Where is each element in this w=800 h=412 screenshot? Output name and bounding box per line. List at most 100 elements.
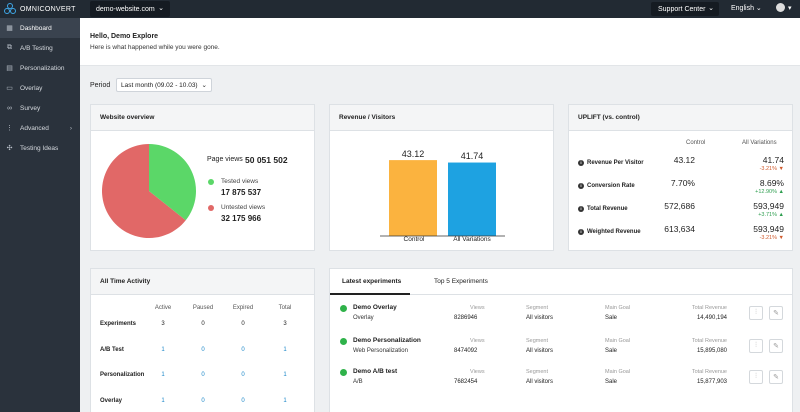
pie-slice-untested (102, 144, 186, 238)
row-label: Overlay (100, 398, 123, 404)
uplift-card: UPLIFT (vs. control) Control All Variati… (568, 104, 793, 251)
tab-latest-experiments[interactable]: Latest experiments (342, 278, 402, 285)
language-label: English (731, 5, 754, 12)
uplift-variations-value: 8.69% (759, 178, 784, 188)
edit-icon[interactable]: ✎ (769, 306, 783, 320)
untested-views-label: Untested views (221, 204, 266, 211)
sidebar-item-label: Advanced (20, 124, 49, 132)
col-main-goal: Main Goal (605, 305, 631, 311)
views-value: 7682454 (454, 379, 478, 385)
uplift-control-value: 613,634 (664, 224, 695, 234)
chart-icon[interactable]: ⫶ (749, 339, 763, 353)
uplift-variations-value: 593,949 (753, 224, 784, 234)
info-icon[interactable]: i (578, 206, 584, 212)
active-tab-indicator (330, 293, 410, 295)
experiment-type: A/B (353, 379, 363, 385)
chart-icon[interactable]: ⫶ (749, 306, 763, 320)
down-arrow-icon: ▼ (778, 166, 784, 172)
col-main-goal: Main Goal (605, 369, 631, 375)
card-title: UPLIFT (vs. control) (569, 105, 792, 131)
revenue-visitors-bar-chart (380, 160, 505, 237)
support-center-label: Support Center (658, 5, 706, 13)
experiment-name[interactable]: Demo A/B test (353, 368, 398, 375)
col-total-revenue: Total Revenue (691, 369, 727, 375)
website-selector[interactable]: demo-website.com ⌄ (90, 1, 170, 17)
uplift-change: -3.21% ▼ (759, 235, 784, 241)
user-menu[interactable]: ▾ (776, 3, 792, 12)
col-segment: Segment (526, 305, 549, 311)
cell-link[interactable]: 1 (161, 372, 165, 378)
tested-views-value: 17 875 537 (221, 188, 262, 197)
period-label: Period (90, 82, 111, 89)
sidebar-item-survey[interactable]: ∞ Survey (0, 98, 80, 118)
edit-icon[interactable]: ✎ (769, 370, 783, 384)
support-center-button[interactable]: Support Center ⌄ (651, 2, 719, 16)
main-content: Hello, Demo Explore Here is what happene… (80, 18, 800, 412)
sidebar-item-overlay[interactable]: ▭ Overlay (0, 78, 80, 98)
row-label: Experiments (100, 321, 137, 327)
cell-link[interactable]: 0 (241, 398, 245, 404)
uplift-col-variations: All Variations (742, 140, 777, 146)
cell-link[interactable]: 1 (161, 398, 165, 404)
sidebar-item-label: Dashboard (20, 24, 52, 32)
language-selector[interactable]: English ⌄ (731, 4, 762, 12)
info-icon[interactable]: i (578, 183, 584, 189)
sidebar-item-ab-testing[interactable]: ⧉ A/B Testing (0, 38, 80, 58)
card-title: Revenue / Visitors (330, 105, 553, 131)
revenue-value: 14,490,194 (696, 315, 727, 321)
card-title: Website overview (91, 105, 314, 131)
sidebar-item-label: Overlay (20, 84, 43, 92)
cell: 0 (201, 321, 205, 327)
cell-link[interactable]: 1 (161, 347, 165, 353)
cell-link[interactable]: 1 (283, 398, 287, 404)
status-dot (340, 305, 347, 312)
website-selector-value: demo-website.com (96, 5, 155, 13)
user-avatar-icon (776, 3, 785, 12)
sidebar-item-personalization[interactable]: ▤ Personalization (0, 58, 80, 78)
info-icon[interactable]: i (578, 229, 584, 235)
page-views-value: 50 051 502 (245, 155, 288, 165)
col-expired: Expired (232, 305, 254, 311)
tested-views-label: Tested views (221, 178, 259, 185)
untested-legend-dot (208, 205, 214, 211)
experiment-name[interactable]: Demo Overlay (353, 304, 397, 311)
survey-icon: ∞ (7, 104, 12, 112)
experiment-name[interactable]: Demo Personalization (353, 337, 421, 344)
sidebar-item-testing-ideas[interactable]: ✣ Testing Ideas (0, 138, 80, 158)
experiments-card: Latest experiments Top 5 Experiments Dem… (329, 268, 793, 412)
cell-link[interactable]: 1 (283, 372, 287, 378)
sidebar: ▦ Dashboard ⧉ A/B Testing ▤ Personalizat… (0, 18, 80, 412)
up-arrow-icon: ▲ (778, 189, 784, 195)
uplift-change: +3.71% ▲ (758, 212, 784, 218)
brand-logo[interactable]: OMNICONVERT (4, 3, 76, 15)
cell-link[interactable]: 1 (283, 347, 287, 353)
status-dot (340, 369, 347, 376)
col-active: Active (154, 305, 172, 311)
col-total: Total (278, 305, 292, 311)
cell-link[interactable]: 0 (241, 347, 245, 353)
cell-link[interactable]: 0 (201, 372, 205, 378)
uplift-variations-value: 593,949 (753, 201, 784, 211)
goal-value: Sale (605, 315, 618, 321)
period-select[interactable]: Last month (09.02 - 10.03) ⌄ (116, 78, 212, 92)
sidebar-item-advanced[interactable]: ⋮ Advanced › (0, 118, 80, 138)
goal-value: Sale (605, 348, 618, 354)
sidebar-item-dashboard[interactable]: ▦ Dashboard (0, 18, 80, 38)
testing-ideas-icon: ✣ (6, 145, 13, 152)
overlay-icon: ▭ (6, 85, 13, 92)
uplift-variations-value: 41.74 (762, 155, 784, 165)
cell-link[interactable]: 0 (201, 398, 205, 404)
cell: 3 (283, 321, 287, 327)
cell-link[interactable]: 0 (241, 372, 245, 378)
chevron-down-icon: ⌄ (201, 82, 207, 89)
experiment-type: Web Personalization (353, 348, 408, 354)
edit-icon[interactable]: ✎ (769, 339, 783, 353)
info-icon[interactable]: i (578, 160, 584, 166)
experiment-type: Overlay (353, 315, 374, 321)
bar-category-control: Control (403, 236, 425, 243)
chart-icon[interactable]: ⫶ (749, 370, 763, 384)
status-dot (340, 338, 347, 345)
cell-link[interactable]: 0 (201, 347, 205, 353)
tab-top-5-experiments[interactable]: Top 5 Experiments (434, 278, 488, 285)
personalization-icon: ▤ (6, 65, 13, 72)
